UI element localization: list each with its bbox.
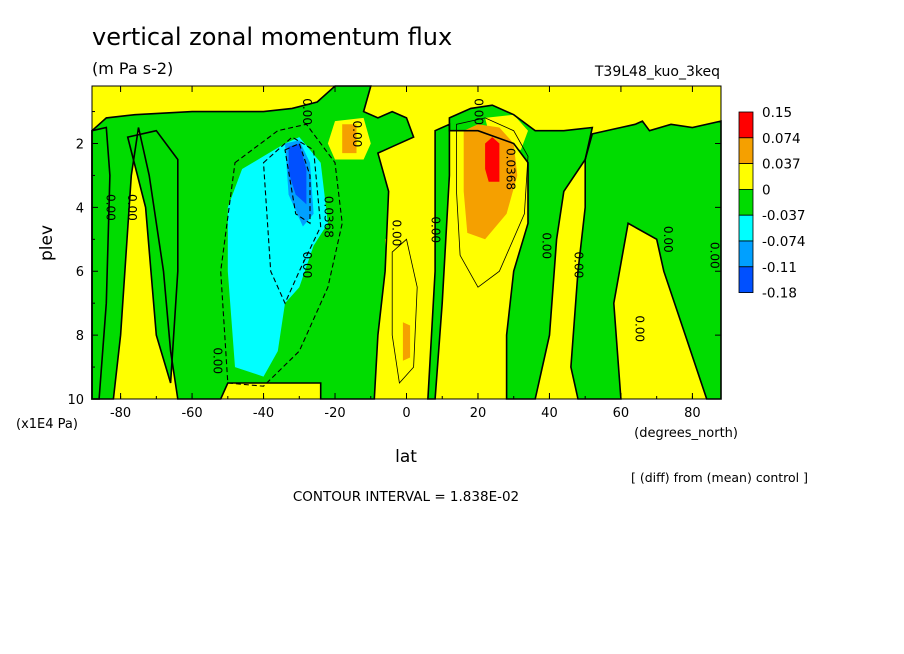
- y-tick-label: 2: [76, 137, 84, 152]
- x-tick-label: 80: [684, 406, 701, 421]
- contour-interval-text: CONTOUR INTERVAL = 1.838E-02: [293, 489, 519, 505]
- y-axis-label: plev: [37, 225, 57, 261]
- contour-labels: 0.00 0.00 0.00 0.0368 0.00 0.00 0.0368 0.00 0.00…: [103, 98, 721, 374]
- contour-lines: [91, 85, 722, 400]
- legend-swatch: [738, 214, 754, 242]
- y-axis-units: (x1E4 Pa): [16, 417, 78, 432]
- chart-subtitle: (m Pa s-2): [92, 59, 173, 78]
- x-tick-label: -80: [110, 406, 131, 421]
- legend-level: -0.074: [762, 234, 806, 250]
- x-axis-units: (degrees_north): [634, 426, 738, 441]
- contour-label: 0.00: [572, 252, 586, 279]
- x-tick-label: 0: [402, 406, 410, 421]
- contour-label: 0.00: [632, 315, 646, 342]
- positive-contour: [391, 238, 418, 384]
- x-tick-label: 60: [613, 406, 630, 421]
- x-tick-label: -60: [181, 406, 202, 421]
- legend-swatch: [738, 137, 754, 165]
- legend-level: -0.11: [762, 260, 797, 276]
- contour-label: 0.00: [350, 121, 364, 148]
- zero-contour: [91, 85, 415, 400]
- legend-level: -0.18: [762, 286, 797, 302]
- legend-level: 0.15: [762, 105, 792, 121]
- orange-region: [402, 322, 411, 361]
- contour-label: 0.00: [661, 226, 675, 253]
- legend-level: 0.074: [762, 131, 801, 147]
- negative-region: [127, 130, 178, 383]
- x-tick-label: -20: [324, 406, 345, 421]
- negative-contour: [220, 123, 343, 387]
- negative-contour: [262, 136, 322, 305]
- positive-contour: [456, 117, 529, 288]
- zero-contour: [570, 120, 722, 400]
- contour-label: 0.00: [300, 252, 314, 279]
- run-label: T39L48_kuo_3keq: [594, 64, 720, 80]
- cyan-region: [263, 245, 278, 320]
- legend-swatch: [738, 163, 754, 190]
- diff-label: [ (diff) from (mean) control ]: [631, 470, 808, 485]
- contour-label: 0.00: [211, 347, 225, 374]
- y-tick-label: 8: [76, 329, 84, 344]
- contour-label: 0.00: [472, 98, 486, 125]
- legend-level: -0.037: [762, 208, 806, 224]
- blue-core: [288, 143, 307, 205]
- zero-contour: [126, 129, 179, 384]
- positive-island: [617, 277, 650, 399]
- y-tick-label: 6: [76, 265, 84, 280]
- contour-label: 0.00: [300, 98, 314, 125]
- contour-label: 0.00: [389, 220, 403, 247]
- contour-label: 0.00: [707, 242, 721, 269]
- x-axis: -80 -60 -40 -20 0 20 40 60 80: [110, 86, 701, 421]
- negative-region: [92, 127, 110, 399]
- negative-region: [427, 124, 450, 400]
- contour-label: 0.0368: [321, 196, 335, 238]
- y-tick-label: 10: [67, 393, 84, 408]
- color-legend: 0.15 0.074 0.037 0 -0.037 -0.074 -0.11 -0.18: [738, 105, 806, 302]
- legend-swatch: [738, 240, 754, 268]
- chart-title: vertical zonal momentum flux: [92, 23, 452, 51]
- y-tick-label: 4: [76, 201, 84, 216]
- contour-label: 0.0368: [504, 148, 518, 190]
- contour-label: 0.00: [103, 194, 117, 221]
- x-tick-label: -40: [253, 406, 274, 421]
- contour-label: 0.00: [539, 232, 553, 259]
- x-axis-label: lat: [395, 447, 417, 467]
- legend-level: 0: [762, 182, 771, 198]
- red-core: [485, 137, 500, 182]
- negative-contour: [284, 142, 311, 225]
- x-tick-label: 20: [470, 406, 487, 421]
- zero-contour: [448, 104, 594, 400]
- contour-label: 0.00: [429, 216, 443, 243]
- legend-level: 0.037: [762, 157, 801, 173]
- legend-swatch: [738, 188, 754, 216]
- contour-label: 0.00: [125, 194, 139, 221]
- legend-swatch: [738, 266, 754, 293]
- x-tick-label: 40: [541, 406, 558, 421]
- negative-region: [449, 105, 593, 399]
- y-axis: 2 4 6 8 10: [67, 111, 721, 408]
- orange-region: [342, 124, 357, 154]
- legend-swatch: [738, 111, 754, 139]
- plot-area: [92, 86, 721, 400]
